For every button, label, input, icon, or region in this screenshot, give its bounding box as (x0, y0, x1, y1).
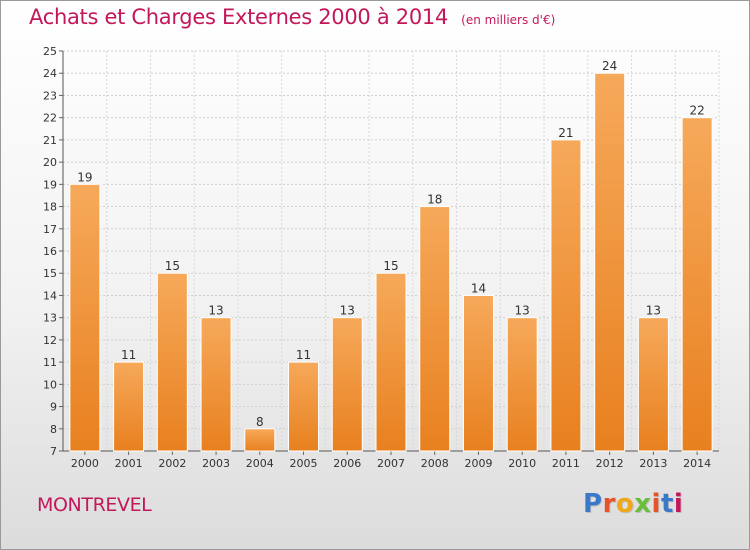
y-tick-label: 12 (43, 334, 57, 347)
bar-value-label: 15 (165, 259, 180, 273)
bar-value-label: 11 (121, 348, 136, 362)
y-tick-label: 22 (43, 112, 57, 125)
y-tick-label: 8 (50, 423, 57, 436)
bar-2000 (69, 183, 101, 452)
bar-value-label: 13 (208, 304, 223, 318)
bar-2008 (419, 206, 451, 452)
y-tick-label: 17 (43, 223, 57, 236)
x-tick-label: 2001 (115, 457, 143, 470)
y-tick-label: 18 (43, 201, 57, 214)
x-tick-label: 2002 (158, 457, 186, 470)
y-tick-label: 13 (43, 312, 57, 325)
bar-2007 (375, 272, 407, 452)
x-tick-label: 2010 (508, 457, 536, 470)
bar-2002 (156, 272, 188, 452)
bars (69, 72, 713, 452)
y-tick-label: 10 (43, 378, 57, 391)
bar-2013 (637, 317, 669, 452)
x-tick-label: 2005 (290, 457, 318, 470)
x-tick-label: 2011 (552, 457, 580, 470)
bar-value-label: 14 (471, 281, 486, 295)
x-tick-label: 2006 (333, 457, 361, 470)
y-tick-label: 24 (43, 67, 57, 80)
bar-2004 (244, 428, 276, 452)
bar-value-label: 22 (689, 104, 704, 118)
bar-2014 (681, 117, 713, 452)
x-tick-label: 2000 (71, 457, 99, 470)
x-tick-label: 2013 (639, 457, 667, 470)
bar-2011 (550, 139, 582, 452)
y-tick-label: 21 (43, 134, 57, 147)
x-tick-label: 2004 (246, 457, 274, 470)
x-tick-label: 2012 (596, 457, 624, 470)
chart-title: Achats et Charges Externes 2000 à 2014 (… (29, 5, 555, 29)
chart-unit-label: (en milliers d'€) (461, 13, 556, 27)
bar-2009 (462, 294, 494, 452)
y-tick-label: 25 (43, 45, 57, 58)
y-tick-label: 11 (43, 356, 57, 369)
location-label: MONTREVEL (37, 494, 152, 516)
bar-value-label: 18 (427, 193, 442, 207)
x-tick-label: 2007 (377, 457, 405, 470)
bar-2005 (288, 361, 320, 452)
bar-value-label: 13 (646, 304, 661, 318)
bar-2012 (594, 72, 626, 452)
x-tick-label: 2014 (683, 457, 711, 470)
x-tick-label: 2003 (202, 457, 230, 470)
bar-value-label: 19 (77, 170, 92, 184)
y-tick-label: 15 (43, 267, 57, 280)
bar-2001 (113, 361, 145, 452)
y-tick-label: 9 (50, 401, 57, 414)
labels: 7 8 9 10 11 12 13 14 15 16 17 18 19 20 21 22 23 24 25 19 200… (43, 45, 711, 470)
bar-value-label: 11 (296, 348, 311, 362)
x-tick-label: 2009 (464, 457, 492, 470)
chart-title-text: Achats et Charges Externes 2000 à 2014 (29, 5, 449, 29)
bar-value-label: 24 (602, 59, 617, 73)
bar-2010 (506, 317, 538, 452)
bar-value-label: 8 (256, 415, 264, 429)
y-tick-label: 20 (43, 156, 57, 169)
y-tick-label: 16 (43, 245, 57, 258)
bar-value-label: 13 (515, 304, 530, 318)
bar-value-label: 15 (383, 259, 398, 273)
x-tick-label: 2008 (421, 457, 449, 470)
y-tick-label: 19 (43, 178, 57, 191)
y-tick-label: 7 (50, 445, 57, 458)
y-tick-label: 14 (43, 289, 57, 302)
bar-value-label: 21 (558, 126, 573, 140)
bar-2003 (200, 317, 232, 452)
bar-value-label: 13 (340, 304, 355, 318)
proxiti-logo: Proxiti (583, 489, 684, 519)
bar-2006 (331, 317, 363, 452)
y-tick-label: 23 (43, 89, 57, 102)
